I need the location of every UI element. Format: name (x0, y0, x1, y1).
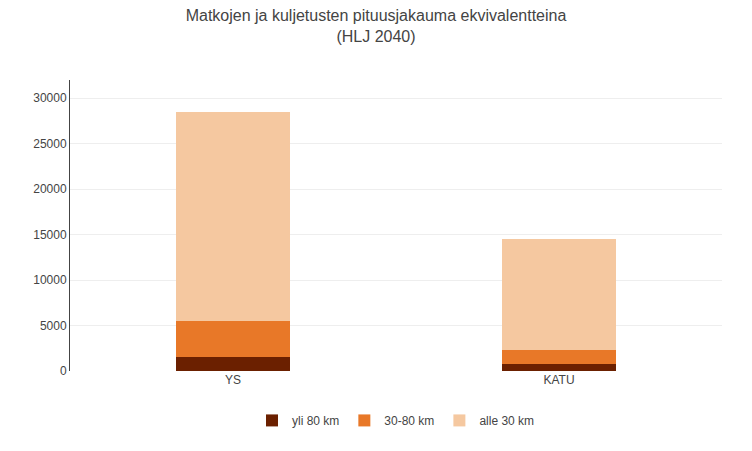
svg-text:15000: 15000 (33, 228, 67, 242)
svg-text:10000: 10000 (33, 273, 67, 287)
svg-text:5000: 5000 (40, 319, 67, 333)
svg-text:KATU: KATU (543, 373, 574, 387)
svg-text:30-80 km: 30-80 km (384, 414, 434, 428)
svg-text:alle 30 km: alle 30 km (479, 414, 534, 428)
svg-text:yli 80 km: yli 80 km (292, 414, 339, 428)
svg-text:YS: YS (225, 373, 241, 387)
svg-text:25000: 25000 (33, 137, 67, 151)
svg-text:0: 0 (60, 364, 67, 378)
svg-text:30000: 30000 (33, 91, 67, 105)
svg-text:Matkojen ja kuljetusten pituus: Matkojen ja kuljetusten pituusjakauma ek… (186, 7, 567, 45)
svg-text:20000: 20000 (33, 182, 67, 196)
